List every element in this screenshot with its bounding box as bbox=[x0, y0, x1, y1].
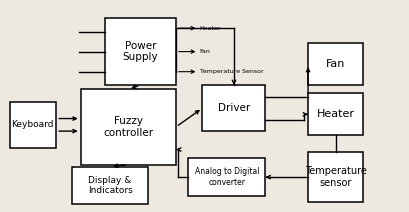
FancyBboxPatch shape bbox=[308, 43, 363, 85]
FancyBboxPatch shape bbox=[81, 89, 176, 165]
Text: Fan: Fan bbox=[200, 49, 211, 54]
Text: Heater: Heater bbox=[317, 109, 355, 119]
FancyBboxPatch shape bbox=[9, 102, 56, 148]
FancyBboxPatch shape bbox=[105, 18, 176, 85]
FancyBboxPatch shape bbox=[72, 167, 148, 204]
Text: Heater: Heater bbox=[200, 26, 221, 31]
Text: Power
Supply: Power Supply bbox=[123, 41, 158, 62]
Text: Driver: Driver bbox=[218, 103, 250, 113]
Text: Fan: Fan bbox=[326, 59, 345, 69]
Text: Analog to Digital
converter: Analog to Digital converter bbox=[195, 167, 259, 187]
FancyBboxPatch shape bbox=[308, 152, 363, 202]
FancyBboxPatch shape bbox=[202, 85, 265, 131]
Text: Fuzzy
controller: Fuzzy controller bbox=[103, 116, 153, 138]
FancyBboxPatch shape bbox=[188, 158, 265, 196]
Text: Keyboard: Keyboard bbox=[11, 120, 54, 129]
Text: Display &
Indicators: Display & Indicators bbox=[88, 176, 133, 195]
FancyBboxPatch shape bbox=[308, 93, 363, 135]
Text: Temperature Sensor: Temperature Sensor bbox=[200, 69, 263, 74]
Text: Temperature
sensor: Temperature sensor bbox=[305, 166, 366, 188]
